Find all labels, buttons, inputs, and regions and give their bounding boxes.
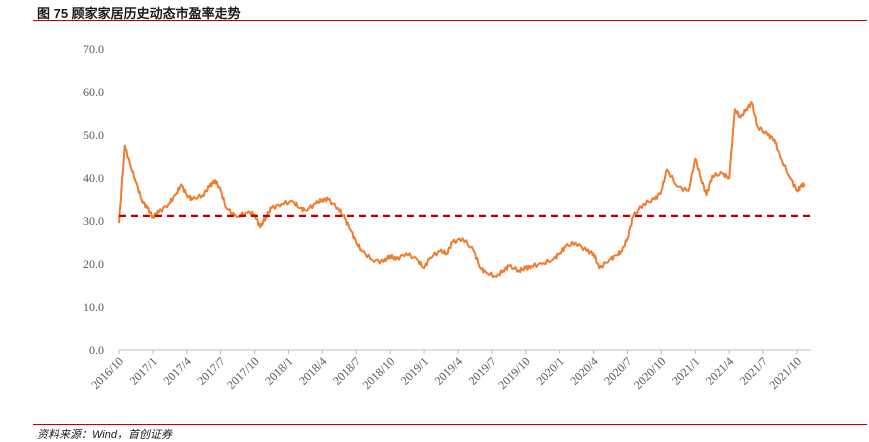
x-tick-label: 2020/4 <box>567 354 600 387</box>
y-axis: 0.0 10.0 20.0 30.0 40.0 50.0 60.0 70.0 <box>83 42 104 357</box>
pe-ratio-chart: 0.010.020.030.040.050.060.070.0 2016/10 2… <box>83 42 811 392</box>
x-tick-label: 2018/4 <box>296 354 329 387</box>
y-tick-label: 70.0 <box>83 42 104 56</box>
y-tick-label: 20.0 <box>83 257 104 271</box>
figure-title: 图 75 顾家家居历史动态市盈率走势 <box>37 6 241 21</box>
x-tick-label: 2017/1 <box>127 354 160 387</box>
x-tick-label: 2019/7 <box>466 354 499 387</box>
y-tick-label: 40.0 <box>83 171 104 185</box>
x-tick-label: 2019/1 <box>398 354 431 387</box>
x-tick-label: 2018/7 <box>330 354 363 387</box>
x-tick-label: 2021/7 <box>737 354 770 387</box>
x-tick-label: 2019/10 <box>495 354 533 392</box>
x-tick-label: 2016/10 <box>88 354 126 392</box>
x-tick-label: 2018/10 <box>360 354 398 392</box>
x-tick-label: 2017/4 <box>160 354 193 387</box>
x-tick-label: 2019/4 <box>432 354 465 387</box>
y-tick-label: 60.0 <box>83 85 104 99</box>
x-tick-label: 2018/1 <box>262 354 295 387</box>
x-tick-label: 2020/1 <box>533 354 566 387</box>
y-tick-label: 30.0 <box>83 214 104 228</box>
x-tick-label: 2021/1 <box>669 354 702 387</box>
x-tick-label: 2021/4 <box>703 354 736 387</box>
x-tick-label: 2017/7 <box>194 354 227 387</box>
x-tick-label: 2021/10 <box>766 354 804 392</box>
plot-area <box>118 101 811 279</box>
x-tick-label: 2020/7 <box>601 354 634 387</box>
x-tick-label: 2017/10 <box>224 354 262 392</box>
y-tick-label: 50.0 <box>83 128 104 142</box>
y-tick-label: 0.0 <box>89 343 104 357</box>
bottom-rule <box>33 424 867 425</box>
x-tick-label: 2020/10 <box>631 354 669 392</box>
source-note: 资料来源：Wind，首创证券 <box>37 429 172 441</box>
y-tick-label: 10.0 <box>83 300 104 314</box>
pe-ratio-line <box>118 101 806 279</box>
top-rule <box>33 20 867 21</box>
